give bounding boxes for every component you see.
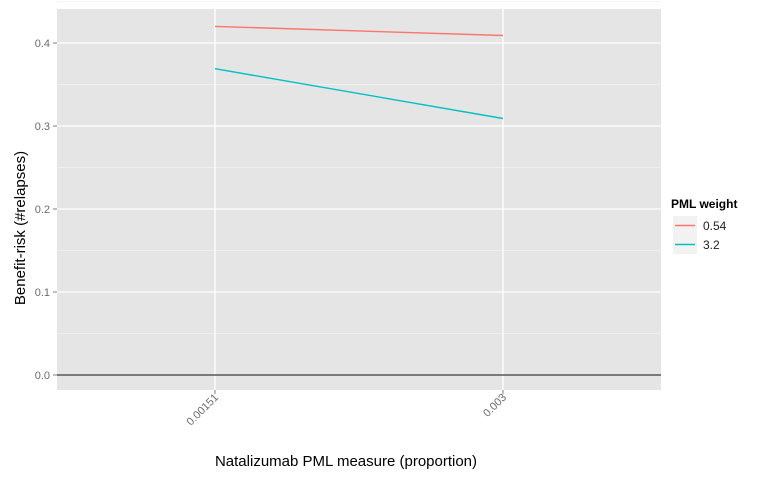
y-tick-label: 0.3	[35, 121, 50, 133]
gridlines	[57, 1, 661, 390]
y-tick-label: 0.2	[35, 204, 50, 216]
legend-title: PML weight	[671, 197, 737, 211]
x-axis-ticks: 0.00151 0.003	[185, 390, 509, 429]
y-axis-title: Benefit-risk (#relapses)	[12, 151, 29, 305]
y-tick-label: 0.0	[35, 370, 50, 382]
series-lines	[214, 25, 504, 120]
legend-label: 3.2	[703, 238, 720, 252]
legend-label: 0.54	[703, 219, 727, 233]
legend-items: 0.54 3.2	[673, 216, 727, 254]
x-tick-label: 0.00151	[185, 392, 222, 429]
y-tick-label: 0.1	[35, 287, 50, 299]
x-axis-title: Natalizumab PML measure (proportion)	[215, 453, 477, 470]
y-axis-ticks: 0.0 0.1 0.2 0.3 0.4	[35, 38, 57, 382]
legend: PML weight 0.54 3.2	[671, 197, 737, 254]
x-tick-label: 0.003	[481, 392, 509, 420]
series-line-0-54	[214, 25, 504, 37]
y-tick-label: 0.4	[35, 38, 50, 50]
series-line-3-2	[214, 68, 504, 120]
plot-panel	[57, 9, 661, 390]
